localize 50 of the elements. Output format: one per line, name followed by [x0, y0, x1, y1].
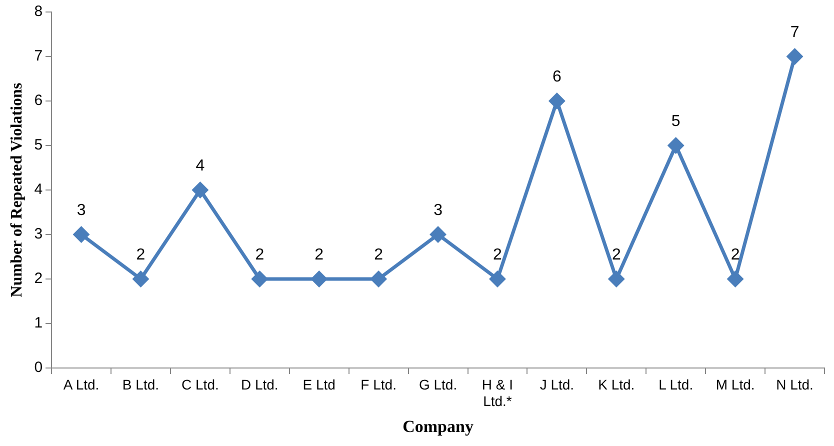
- data-label: 2: [730, 246, 740, 264]
- x-tick-label: K Ltd.: [598, 376, 635, 392]
- data-label: 5: [671, 112, 680, 130]
- point: [549, 93, 565, 109]
- y-tick-label: 5: [34, 136, 43, 154]
- point: [490, 271, 506, 287]
- data-label: 2: [314, 246, 324, 264]
- x-tick-label: N Ltd.: [776, 376, 814, 392]
- x-tick-label: G Ltd.: [418, 376, 458, 392]
- x-tick-label: A Ltd.: [63, 376, 100, 392]
- x-tick-label: L Ltd.: [658, 376, 694, 392]
- point: [370, 271, 386, 287]
- y-axis-title: Number of Repeated Violations: [8, 82, 26, 298]
- x-tick-label: E Ltd: [302, 376, 336, 392]
- x-axis-title: Company: [402, 417, 474, 436]
- y-tick-label: 4: [34, 181, 43, 198]
- data-label: 2: [136, 246, 146, 264]
- data-label: 2: [493, 246, 502, 264]
- x-tick-label: M Ltd.: [716, 376, 755, 392]
- y-tick-label: 3: [34, 226, 43, 243]
- point: [728, 271, 744, 287]
- data-label: 2: [255, 246, 264, 264]
- point: [192, 182, 208, 198]
- point: [132, 271, 148, 287]
- data-label: 3: [76, 202, 86, 219]
- point: [668, 138, 684, 154]
- x-tick-label: J Ltd.: [540, 376, 574, 392]
- y-tick-label: 0: [34, 359, 43, 376]
- x-tick-label: B Ltd.: [122, 376, 160, 392]
- data-label: 6: [552, 68, 562, 86]
- x-tick-label: F Ltd.: [360, 376, 396, 392]
- point: [787, 48, 803, 64]
- y-tick-label: 1: [34, 314, 43, 332]
- point: [311, 271, 327, 287]
- x-tick-label: C Ltd.: [182, 376, 219, 392]
- data-label: 3: [434, 202, 443, 219]
- y-tick-label: 6: [34, 92, 43, 110]
- point: [74, 226, 90, 242]
- y-tick-label: 2: [34, 270, 43, 288]
- y-tick-label: 8: [34, 3, 43, 20]
- x-tick-label: D Ltd.: [240, 376, 278, 392]
- point: [430, 226, 446, 242]
- y-tick-label: 7: [34, 48, 43, 65]
- data-label: 4: [196, 157, 205, 174]
- data-label: 2: [612, 246, 621, 264]
- point: [608, 271, 624, 287]
- x-tick-label: H & I Ltd.*: [482, 376, 514, 410]
- data-label: 2: [374, 246, 384, 264]
- point: [252, 271, 268, 287]
- data-label: 7: [790, 24, 800, 41]
